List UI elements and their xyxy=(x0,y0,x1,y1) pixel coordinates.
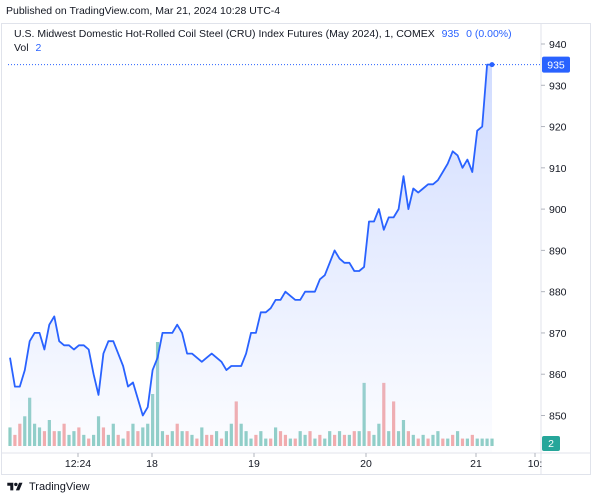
footer-brand: TradingView xyxy=(6,481,90,493)
y-tick-label: 920 xyxy=(549,122,567,134)
x-tick-label: 10: xyxy=(528,458,543,470)
y-tick-label: 940 xyxy=(549,39,567,51)
y-tick-label: 910 xyxy=(549,163,567,175)
y-tick-label: 880 xyxy=(549,287,567,299)
symbol-title: U.S. Midwest Domestic Hot-Rolled Coil St… xyxy=(14,28,435,40)
last-price-badge xyxy=(542,56,570,73)
y-tick-label: 850 xyxy=(549,411,567,423)
price-line xyxy=(9,63,492,417)
volume-badge xyxy=(542,436,560,451)
x-tick-label: 12:24 xyxy=(65,458,91,470)
chart-legend-title: U.S. Midwest Domestic Hot-Rolled Coil St… xyxy=(14,28,512,40)
x-tick-label: 19 xyxy=(248,458,260,470)
footer-brand-name: TradingView xyxy=(29,481,90,493)
last-price-dot xyxy=(489,62,495,68)
legend-change: 0 (0.00%) xyxy=(466,28,512,40)
x-tick-label: 21 xyxy=(470,458,482,470)
tradingview-logo-icon xyxy=(7,482,23,491)
legend-last-value: 935 xyxy=(441,28,460,40)
chart-legend-volume: Vol 2 xyxy=(14,42,41,54)
x-tick-label: 20 xyxy=(360,458,372,470)
y-tick-label: 890 xyxy=(549,245,567,257)
y-tick-label: 870 xyxy=(549,328,567,340)
x-tick-label: 18 xyxy=(146,458,158,470)
volume-label: Vol xyxy=(14,42,29,54)
published-caption: Published on TradingView.com, Mar 21, 20… xyxy=(6,5,281,17)
volume-value: 2 xyxy=(35,42,42,54)
chart-frame xyxy=(1,23,591,475)
y-tick-label: 860 xyxy=(549,369,567,381)
last-price-badge-label: 935 xyxy=(547,60,565,72)
y-tick-label: 930 xyxy=(549,80,567,92)
y-tick-label: 900 xyxy=(549,204,567,216)
volume-badge-label: 2 xyxy=(548,438,554,450)
price-area xyxy=(10,64,492,452)
